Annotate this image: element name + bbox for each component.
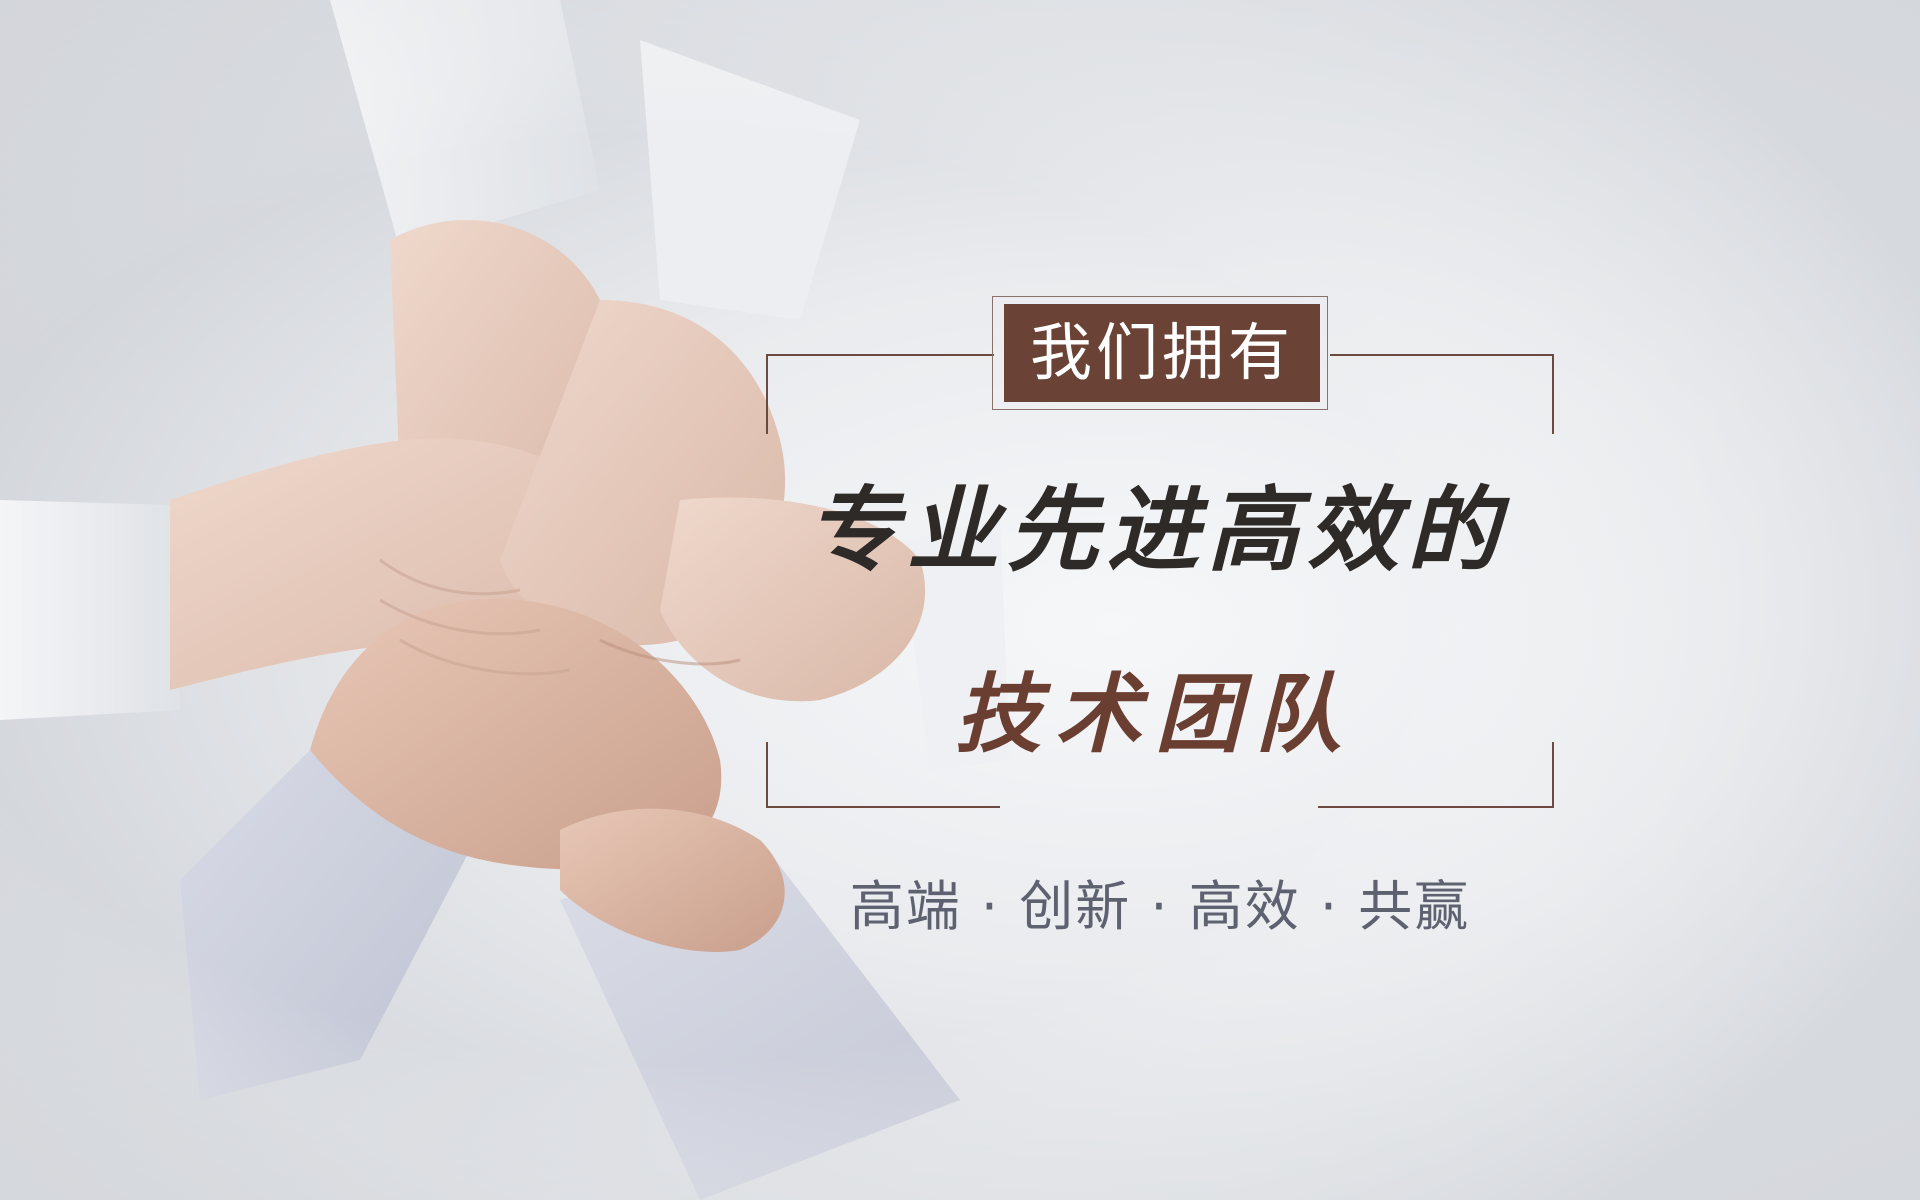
label-badge: 我们拥有 bbox=[1004, 304, 1320, 402]
frame-top-left-line bbox=[766, 354, 994, 356]
subheadline: 技术团队 bbox=[955, 664, 1355, 765]
frame-left-upper-line bbox=[766, 354, 768, 434]
frame-right-upper-line bbox=[1552, 354, 1554, 434]
frame-bottom-right-line bbox=[1318, 806, 1554, 808]
frame-left-lower-line bbox=[766, 742, 768, 808]
label-text: 我们拥有 bbox=[1029, 316, 1294, 389]
frame-right-lower-line bbox=[1552, 742, 1554, 808]
frame-bottom-left-line bbox=[766, 806, 1000, 808]
tagline: 高端 · 创新 · 高效 · 共赢 bbox=[849, 875, 1471, 938]
frame-top-right-line bbox=[1330, 354, 1554, 356]
headline: 专业先进高效的 bbox=[806, 476, 1507, 584]
label-outline bbox=[992, 296, 1328, 410]
